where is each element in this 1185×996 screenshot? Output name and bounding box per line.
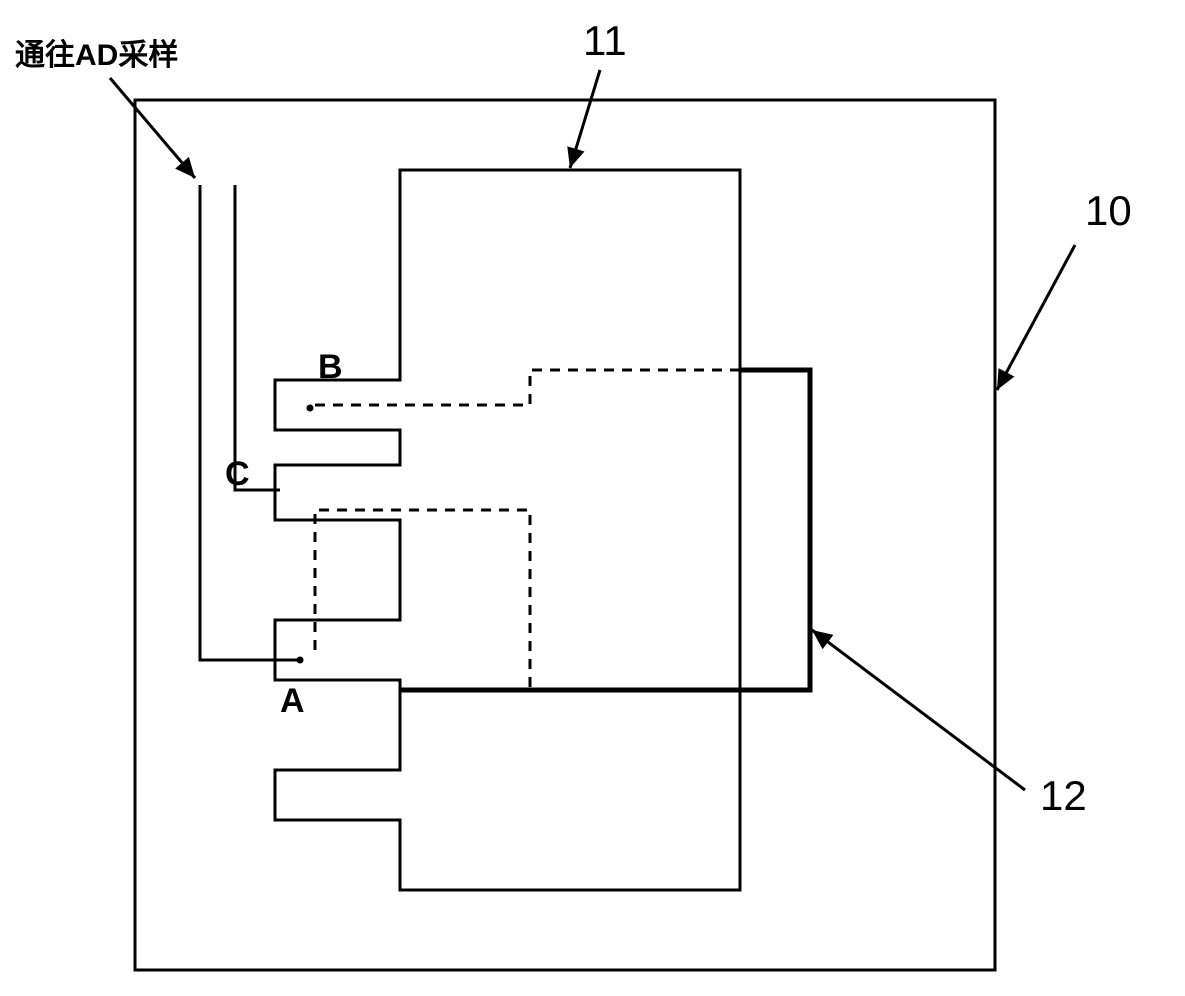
label-12: 12 bbox=[1040, 772, 1087, 819]
point-B bbox=[307, 405, 314, 412]
bracket-12 bbox=[400, 370, 810, 690]
label-C: C bbox=[225, 455, 250, 493]
label-B: B bbox=[318, 348, 343, 386]
component-body bbox=[275, 170, 740, 890]
point-A bbox=[297, 657, 304, 664]
line-elem bbox=[812, 630, 1025, 790]
label-10: 10 bbox=[1085, 187, 1132, 234]
sample-line-to-A bbox=[200, 185, 300, 660]
dashed-trace-lower bbox=[315, 510, 740, 690]
line-elem bbox=[997, 245, 1075, 390]
polygon-elem bbox=[812, 630, 833, 649]
diagram-canvas: 通往AD采样 11 10 12 A B C bbox=[0, 0, 1185, 996]
outer-rect bbox=[135, 100, 995, 970]
label-sampling: 通往AD采样 bbox=[15, 39, 178, 72]
label-11: 11 bbox=[583, 17, 627, 64]
polygon-elem bbox=[567, 146, 584, 168]
sample-line-to-C bbox=[235, 185, 280, 490]
label-A: A bbox=[280, 682, 305, 720]
dashed-trace-upper bbox=[315, 370, 740, 405]
